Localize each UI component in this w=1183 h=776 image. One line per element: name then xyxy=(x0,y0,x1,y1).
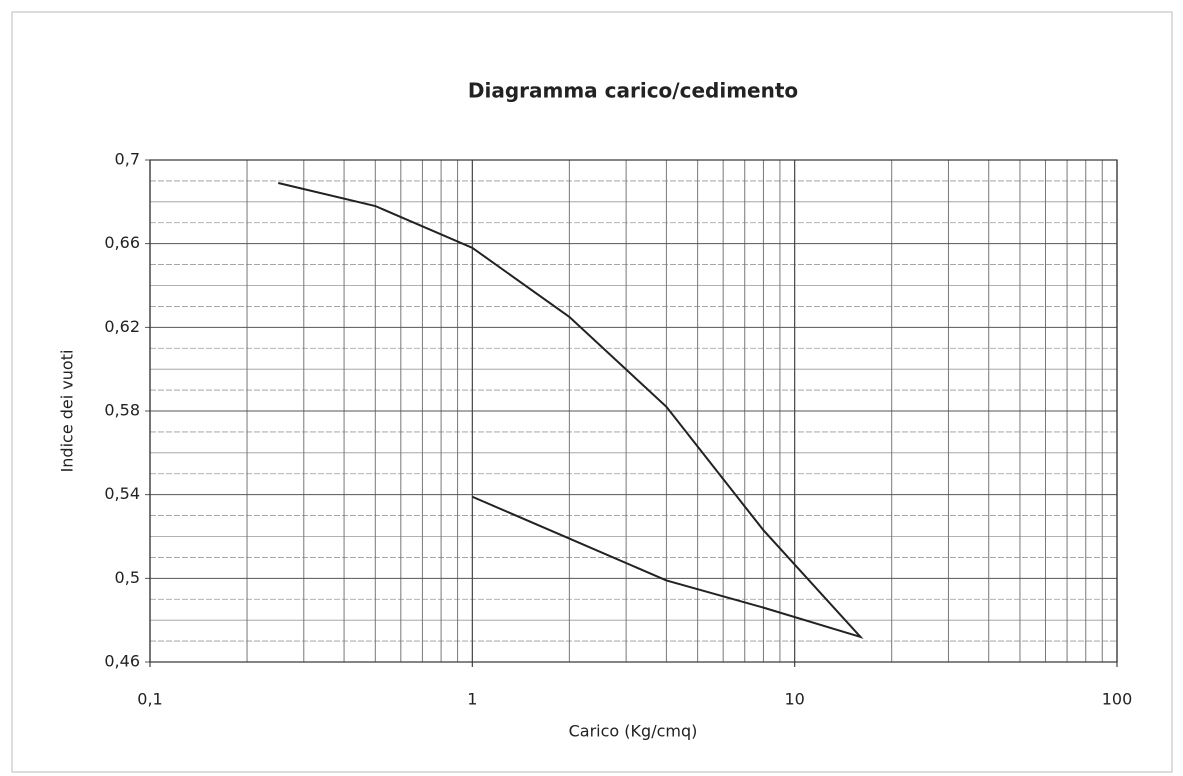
x-tick-label: 100 xyxy=(1102,690,1133,709)
x-axis-title: Carico (Kg/cmq) xyxy=(569,722,698,741)
chart-title: Diagramma carico/cedimento xyxy=(468,79,798,103)
y-tick-label: 0,5 xyxy=(115,568,140,587)
x-tick-label: 10 xyxy=(784,690,804,709)
y-tick-label: 0,46 xyxy=(104,652,140,671)
y-tick-label: 0,54 xyxy=(104,484,140,503)
frame xyxy=(11,11,1173,773)
x-tick-label: 1 xyxy=(467,690,477,709)
data-line xyxy=(278,182,864,639)
x-tick-label: 0,1 xyxy=(137,690,162,709)
y-tick-label: 0,58 xyxy=(104,401,140,420)
plot-border xyxy=(149,159,1118,663)
y-tick-label: 0,7 xyxy=(115,150,140,169)
y-tick-label: 0,66 xyxy=(104,233,140,252)
y-axis-title: Indice dei vuoti xyxy=(58,350,77,473)
y-tick-label: 0,62 xyxy=(104,317,140,336)
